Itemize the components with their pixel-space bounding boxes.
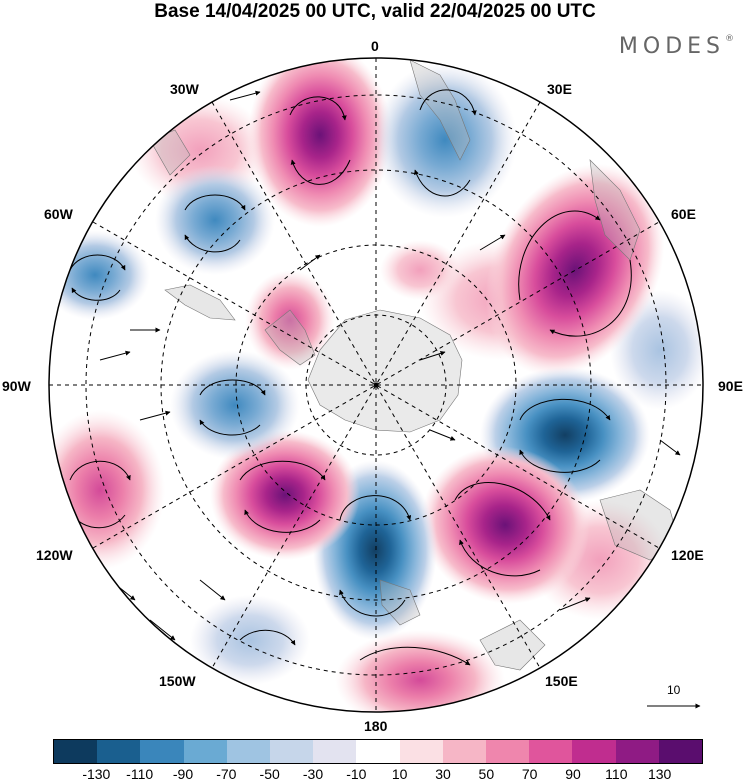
lon-label-150e: 150E	[545, 673, 578, 689]
map-disc	[49, 58, 703, 712]
lon-label-90e: 90E	[718, 378, 743, 394]
colorbar-swatch	[572, 740, 616, 763]
colorbar-swatch	[399, 740, 443, 763]
colorbar-swatch	[442, 740, 487, 763]
colorbar-tick-label: 70	[521, 766, 538, 782]
colorbar-swatch	[615, 740, 659, 763]
lon-label-120e: 120E	[671, 547, 704, 563]
anomaly-field	[49, 58, 703, 712]
colorbar-swatch	[658, 740, 703, 763]
grid-lines	[49, 58, 703, 712]
colorbar-tick-label: -130	[82, 766, 111, 782]
colorbar-swatch	[183, 740, 227, 763]
lon-label-30w: 30W	[170, 81, 199, 97]
colorbar-tick-label: -50	[259, 766, 280, 782]
colorbar-tick-label: 90	[565, 766, 581, 782]
colorbar-tick-label: 10	[391, 766, 408, 782]
colorbar-swatch	[140, 740, 184, 763]
lon-label-150w: 150W	[159, 673, 196, 689]
colorbar-tick-label: -30	[302, 766, 324, 782]
lon-label-60w: 60W	[44, 206, 73, 222]
lon-label-120w: 120W	[36, 547, 73, 563]
colorbar-swatch	[486, 740, 530, 763]
colorbar-tick-label: -10	[346, 766, 367, 782]
lon-label-0: 0	[371, 38, 379, 54]
lon-label-180: 180	[364, 718, 388, 734]
colorbar-tick-label: 130	[647, 766, 672, 782]
colorbar-swatch	[529, 740, 573, 763]
colorbar-tick-label: -70	[216, 766, 237, 782]
brand-mark: ®	[725, 34, 734, 44]
colorbar-tick-label: 50	[478, 766, 495, 782]
colorbar-tick-label: 30	[435, 766, 451, 782]
colorbar	[53, 739, 703, 764]
colorbar-tick-label: -90	[172, 766, 194, 782]
colorbar-swatch	[226, 740, 271, 763]
map-title: Base 14/04/2025 00 UTC, valid 22/04/2025…	[154, 1, 596, 22]
lon-label-90w: 90W	[2, 378, 31, 394]
map-boundary	[48, 57, 704, 713]
lon-label-30e: 30E	[547, 81, 572, 97]
land-masses	[149, 59, 681, 671]
brand-text: MODES	[618, 34, 725, 59]
colorbar-tick-label: -110	[126, 766, 154, 782]
colorbar-swatch	[97, 740, 141, 763]
colorbar-swatch	[270, 740, 314, 763]
colorbar-swatch	[356, 740, 400, 763]
modes-logo: MODES®	[619, 34, 734, 59]
colorbar-tick-label: 110	[605, 766, 628, 782]
colorbar-ticks: -130 -110 -90 -70 -50 -30 -10 10 30 50 70 90 110 130	[0, 766, 750, 783]
colorbar-swatch	[54, 740, 98, 763]
lon-label-60e: 60E	[671, 206, 696, 222]
south-pole-marker	[373, 382, 379, 388]
colorbar-swatch	[313, 740, 357, 763]
reference-vector-label: 10	[667, 683, 681, 697]
